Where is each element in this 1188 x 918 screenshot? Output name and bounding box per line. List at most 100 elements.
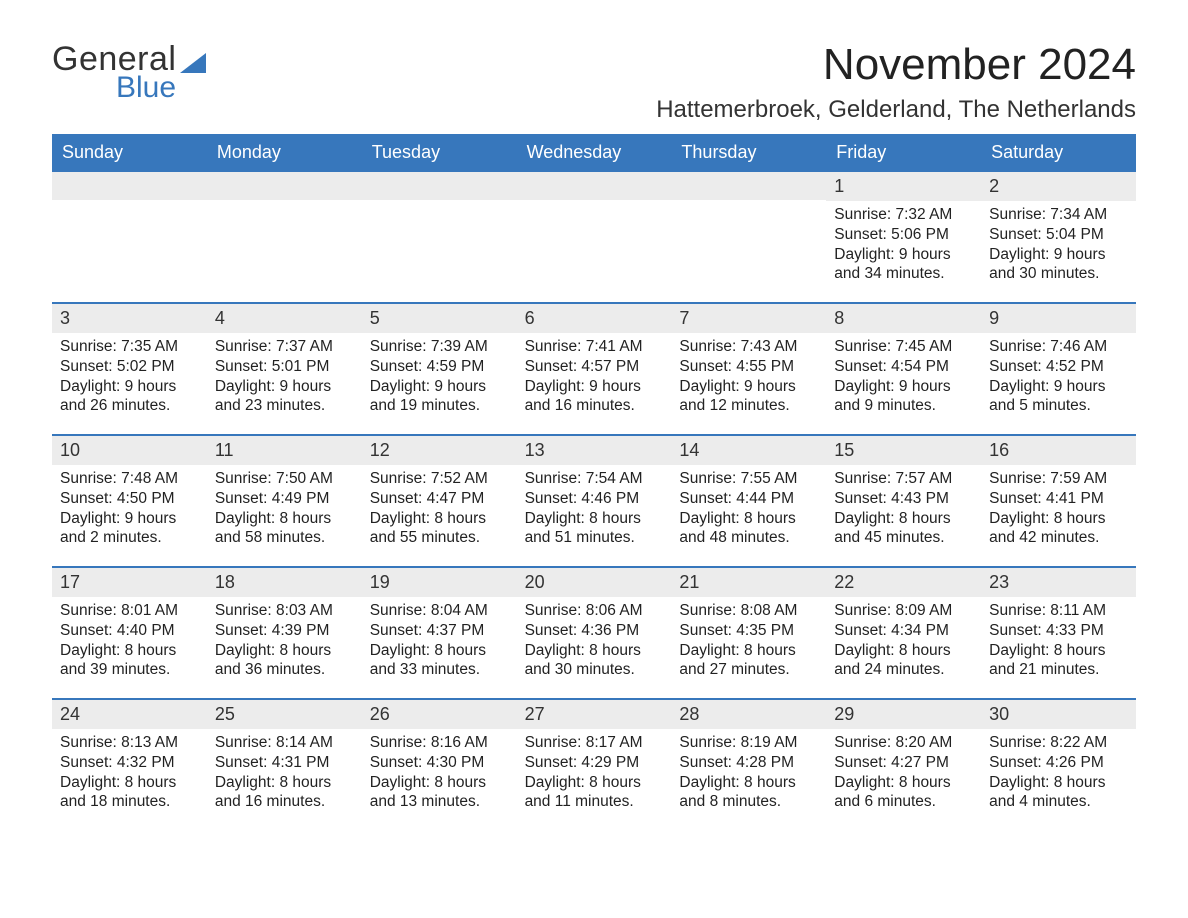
day-body: Sunrise: 7:59 AMSunset: 4:41 PMDaylight:… (981, 465, 1136, 558)
day-number-bar: 26 (362, 700, 517, 729)
dow-tuesday: Tuesday (362, 134, 517, 172)
sunrise-line: Sunrise: 8:22 AM (989, 733, 1128, 753)
dow-sunday: Sunday (52, 134, 207, 172)
day-cell: 6Sunrise: 7:41 AMSunset: 4:57 PMDaylight… (517, 304, 672, 434)
sunrise-line: Sunrise: 8:03 AM (215, 601, 354, 621)
daylight-line-2: and 8 minutes. (679, 792, 818, 812)
day-number: 19 (370, 572, 509, 593)
day-body: Sunrise: 8:11 AMSunset: 4:33 PMDaylight:… (981, 597, 1136, 690)
week-row: 24Sunrise: 8:13 AMSunset: 4:32 PMDayligh… (52, 698, 1136, 830)
day-number: 1 (834, 176, 973, 197)
calendar: SundayMondayTuesdayWednesdayThursdayFrid… (52, 134, 1136, 830)
day-body: Sunrise: 8:13 AMSunset: 4:32 PMDaylight:… (52, 729, 207, 822)
sunset-line: Sunset: 4:40 PM (60, 621, 199, 641)
day-body: Sunrise: 7:35 AMSunset: 5:02 PMDaylight:… (52, 333, 207, 426)
day-number: 21 (679, 572, 818, 593)
day-body: Sunrise: 8:20 AMSunset: 4:27 PMDaylight:… (826, 729, 981, 822)
day-number-bar: 8 (826, 304, 981, 333)
daylight-line-2: and 4 minutes. (989, 792, 1128, 812)
daylight-line-2: and 16 minutes. (525, 396, 664, 416)
daylight-line-2: and 16 minutes. (215, 792, 354, 812)
day-body: Sunrise: 7:37 AMSunset: 5:01 PMDaylight:… (207, 333, 362, 426)
day-number-bar: 10 (52, 436, 207, 465)
day-body: Sunrise: 8:09 AMSunset: 4:34 PMDaylight:… (826, 597, 981, 690)
day-body: Sunrise: 7:34 AMSunset: 5:04 PMDaylight:… (981, 201, 1136, 294)
sunset-line: Sunset: 4:30 PM (370, 753, 509, 773)
sunset-line: Sunset: 4:59 PM (370, 357, 509, 377)
day-number-bar: 4 (207, 304, 362, 333)
daylight-line-1: Daylight: 9 hours (60, 377, 199, 397)
day-number: 7 (679, 308, 818, 329)
day-cell: 24Sunrise: 8:13 AMSunset: 4:32 PMDayligh… (52, 700, 207, 830)
sunrise-line: Sunrise: 8:14 AM (215, 733, 354, 753)
day-body: Sunrise: 8:16 AMSunset: 4:30 PMDaylight:… (362, 729, 517, 822)
daylight-line-1: Daylight: 8 hours (215, 509, 354, 529)
day-cell (671, 172, 826, 302)
sunset-line: Sunset: 4:37 PM (370, 621, 509, 641)
day-cell: 3Sunrise: 7:35 AMSunset: 5:02 PMDaylight… (52, 304, 207, 434)
dow-saturday: Saturday (981, 134, 1136, 172)
sunrise-line: Sunrise: 7:45 AM (834, 337, 973, 357)
day-number: 30 (989, 704, 1128, 725)
daylight-line-1: Daylight: 8 hours (525, 509, 664, 529)
daylight-line-2: and 30 minutes. (525, 660, 664, 680)
day-number-bar: 9 (981, 304, 1136, 333)
day-cell: 27Sunrise: 8:17 AMSunset: 4:29 PMDayligh… (517, 700, 672, 830)
empty-daybar (207, 172, 362, 200)
sunrise-line: Sunrise: 7:59 AM (989, 469, 1128, 489)
day-cell (52, 172, 207, 302)
day-cell: 8Sunrise: 7:45 AMSunset: 4:54 PMDaylight… (826, 304, 981, 434)
page: General Blue November 2024 Hattemerbroek… (0, 0, 1188, 830)
daylight-line-2: and 21 minutes. (989, 660, 1128, 680)
day-number: 10 (60, 440, 199, 461)
day-cell: 23Sunrise: 8:11 AMSunset: 4:33 PMDayligh… (981, 568, 1136, 698)
sunset-line: Sunset: 4:29 PM (525, 753, 664, 773)
month-title: November 2024 (656, 40, 1136, 90)
day-number-bar: 17 (52, 568, 207, 597)
daylight-line-2: and 18 minutes. (60, 792, 199, 812)
sunrise-line: Sunrise: 7:57 AM (834, 469, 973, 489)
day-cell: 30Sunrise: 8:22 AMSunset: 4:26 PMDayligh… (981, 700, 1136, 830)
sunset-line: Sunset: 4:50 PM (60, 489, 199, 509)
sunrise-line: Sunrise: 8:13 AM (60, 733, 199, 753)
daylight-line-1: Daylight: 8 hours (370, 641, 509, 661)
daylight-line-1: Daylight: 8 hours (989, 773, 1128, 793)
day-cell: 7Sunrise: 7:43 AMSunset: 4:55 PMDaylight… (671, 304, 826, 434)
sunset-line: Sunset: 5:01 PM (215, 357, 354, 377)
day-body: Sunrise: 8:01 AMSunset: 4:40 PMDaylight:… (52, 597, 207, 690)
sunrise-line: Sunrise: 7:43 AM (679, 337, 818, 357)
sunrise-line: Sunrise: 8:17 AM (525, 733, 664, 753)
day-cell: 9Sunrise: 7:46 AMSunset: 4:52 PMDaylight… (981, 304, 1136, 434)
day-body: Sunrise: 7:57 AMSunset: 4:43 PMDaylight:… (826, 465, 981, 558)
day-cell: 13Sunrise: 7:54 AMSunset: 4:46 PMDayligh… (517, 436, 672, 566)
day-number-bar: 19 (362, 568, 517, 597)
triangle-icon (180, 53, 206, 73)
daylight-line-2: and 13 minutes. (370, 792, 509, 812)
day-number-bar: 30 (981, 700, 1136, 729)
sunrise-line: Sunrise: 8:08 AM (679, 601, 818, 621)
location: Hattemerbroek, Gelderland, The Netherlan… (656, 96, 1136, 124)
day-cell: 18Sunrise: 8:03 AMSunset: 4:39 PMDayligh… (207, 568, 362, 698)
day-cell: 21Sunrise: 8:08 AMSunset: 4:35 PMDayligh… (671, 568, 826, 698)
daylight-line-1: Daylight: 9 hours (215, 377, 354, 397)
daylight-line-2: and 42 minutes. (989, 528, 1128, 548)
day-body: Sunrise: 7:32 AMSunset: 5:06 PMDaylight:… (826, 201, 981, 294)
sunrise-line: Sunrise: 7:54 AM (525, 469, 664, 489)
day-number: 13 (525, 440, 664, 461)
day-cell: 19 Sunrise: 8:04 AMSunset: 4:37 PMDayligh… (362, 568, 517, 698)
dow-friday: Friday (826, 134, 981, 172)
empty-daybar (517, 172, 672, 200)
sunrise-line: Sunrise: 8:04 AM (370, 601, 509, 621)
day-cell: 25Sunrise: 8:14 AMSunset: 4:31 PMDayligh… (207, 700, 362, 830)
empty-daybar (362, 172, 517, 200)
sunrise-line: Sunrise: 7:39 AM (370, 337, 509, 357)
day-number: 11 (215, 440, 354, 461)
sunset-line: Sunset: 4:27 PM (834, 753, 973, 773)
daylight-line-1: Daylight: 8 hours (989, 509, 1128, 529)
daylight-line-2: and 33 minutes. (370, 660, 509, 680)
day-number-bar: 23 (981, 568, 1136, 597)
day-number-bar: 5 (362, 304, 517, 333)
daylight-line-1: Daylight: 8 hours (60, 773, 199, 793)
day-cell: 14Sunrise: 7:55 AMSunset: 4:44 PMDayligh… (671, 436, 826, 566)
day-cell (207, 172, 362, 302)
